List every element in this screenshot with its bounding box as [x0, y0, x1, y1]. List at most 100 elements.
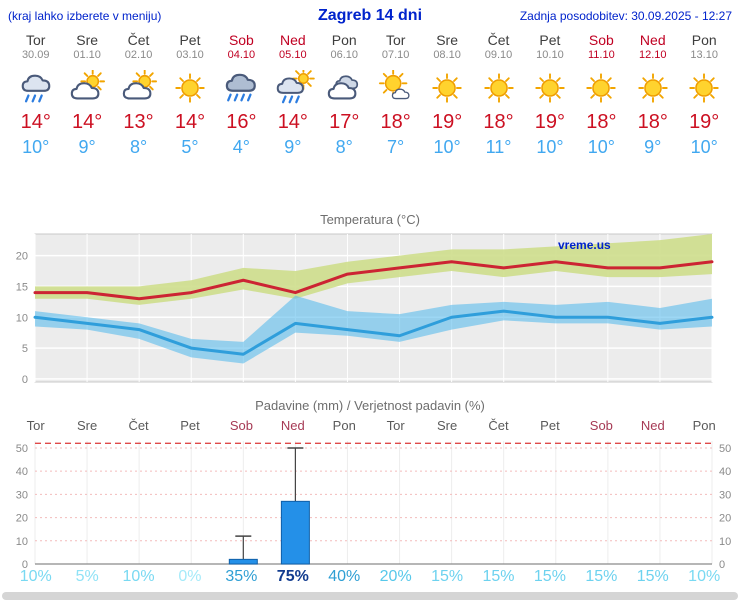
forecast-day: Sob 11.10 18° 10° — [576, 32, 627, 168]
temp-y-tick: 0 — [22, 374, 28, 386]
sunny-icon — [576, 70, 627, 108]
max-temp-line — [33, 260, 714, 301]
forecast-day: Sob 04.10 16° 4° — [216, 32, 267, 168]
day-name: Pon — [331, 32, 357, 48]
precip-probability: 40% — [328, 568, 361, 585]
precip-day-label: Ned — [640, 418, 665, 433]
precip-day-label: Pet — [180, 418, 200, 433]
day-date: 06.10 — [330, 49, 358, 61]
precip-y-tick-left: 50 — [16, 443, 28, 455]
precip-day-label: Čet — [488, 418, 509, 433]
day-name: Ned — [279, 32, 306, 48]
precip-day-label: Ned — [280, 418, 305, 433]
day-name: Čet — [127, 32, 150, 48]
header: (kraj lahko izberete v meniju) Zagreb 14… — [0, 0, 740, 26]
precip-day-label: Sob — [589, 418, 613, 433]
min-temp-band — [35, 295, 712, 364]
min-temperature: 5° — [181, 137, 199, 157]
day-date: 09.10 — [484, 49, 513, 61]
precip-probability: 15% — [636, 568, 669, 585]
temp-y-tick: 20 — [16, 251, 28, 263]
forecast-day: Pet 03.10 14° 5° — [164, 32, 215, 168]
precip-day-label: Sre — [436, 418, 458, 433]
max-temperature: 19° — [431, 111, 463, 133]
sunny-icon — [678, 70, 729, 108]
precip-probability: 10% — [122, 568, 155, 585]
page-title: Zagreb 14 dni — [317, 7, 423, 24]
precip-probability: 15% — [482, 568, 515, 585]
last-updated: Zadnja posodobitev: 30.09.2025 - 12:27 — [519, 9, 732, 23]
sun-shower-icon — [267, 67, 318, 108]
precip-y-tick-right: 30 — [719, 489, 731, 501]
day-date: 07.10 — [381, 49, 410, 61]
mostly-sunny-icon — [370, 69, 421, 108]
precip-probability: 20% — [379, 568, 412, 585]
min-temperature: 8° — [335, 137, 353, 157]
precip-y-tick-right: 40 — [719, 466, 731, 478]
max-temperature: 14° — [277, 111, 308, 133]
day-date: 12.10 — [639, 49, 667, 61]
precip-y-tick-left: 20 — [16, 513, 28, 525]
forecast-day: Čet 09.10 18° 11° — [473, 32, 524, 168]
max-temperature: 18° — [637, 111, 668, 133]
day-date: 05.10 — [279, 49, 307, 61]
sunny-icon — [421, 70, 472, 108]
day-name: Tor — [385, 32, 406, 48]
partly-cloudy-icon — [61, 69, 112, 108]
forecast-day: Pet 10.10 19° 10° — [524, 32, 575, 168]
precip-y-tick-left: 40 — [16, 466, 28, 478]
max-temperature: 19° — [689, 111, 720, 133]
precip-probability: 15% — [431, 568, 464, 585]
sunny-icon — [164, 70, 215, 108]
day-name: Ned — [639, 32, 666, 48]
temperature-chart: 0 5 10 15 20 vreme.us — [16, 233, 714, 386]
precip-day-label: Sob — [229, 418, 253, 433]
min-temperature: 10° — [587, 137, 615, 157]
max-temperature: 13° — [123, 111, 154, 133]
temp-y-tick: 5 — [22, 343, 28, 355]
heavy-rain-icon — [216, 70, 267, 108]
precip-day-label: Pon — [332, 418, 356, 433]
horizontal-scrollbar[interactable] — [2, 592, 738, 600]
precip-y-tick-right: 10 — [719, 536, 731, 548]
max-temperature: 16° — [226, 111, 257, 133]
day-date: 10.10 — [536, 49, 564, 61]
day-date: 13.10 — [690, 49, 718, 61]
forecast-day: Tor 30.09 14° 10° — [10, 32, 61, 168]
day-name: Čet — [487, 32, 510, 48]
min-temperature: 11° — [485, 137, 512, 157]
min-temp-line — [33, 309, 714, 356]
day-date: 04.10 — [227, 49, 256, 61]
cloudy-icon — [319, 70, 370, 108]
min-temperature: 9° — [284, 137, 302, 157]
forecast-day: Pon 06.10 17° 8° — [319, 32, 370, 168]
min-temperature: 8° — [129, 137, 148, 157]
precip-probability-row: 10% 5% 10% 0% 35% 75% 40% 20% 15% 15% 15% 15% 15% 10% — [0, 568, 740, 588]
sunny-icon — [627, 70, 678, 108]
precip-y-tick-left: 30 — [16, 489, 28, 501]
forecast-day: Ned 12.10 18° 9° — [627, 32, 678, 168]
day-date: 11.10 — [587, 49, 615, 61]
partly-cloudy-icon — [113, 69, 164, 108]
precip-day-label: Pon — [692, 418, 716, 433]
day-name: Sob — [228, 32, 254, 48]
watermark: vreme.us — [558, 238, 611, 252]
precip-day-label: Tor — [26, 418, 45, 433]
forecast-strip: Tor 30.09 14° 10° Sre 01.10 14° 9° Čet 02.10 13° 8°… — [0, 26, 740, 168]
min-temperature: 9° — [78, 137, 96, 157]
precipitation-chart: 0 0 10 10 20 20 30 30 40 40 50 50 — [16, 441, 731, 568]
max-temperature: 14° — [72, 111, 103, 133]
forecast-day: Ned 05.10 14° 9° — [267, 32, 318, 168]
max-temperature: 18° — [380, 111, 411, 133]
day-date: 01.10 — [73, 49, 101, 61]
forecast-day: Tor 07.10 18° 7° — [370, 32, 421, 168]
day-name: Pet — [539, 32, 561, 48]
day-name: Pet — [179, 32, 201, 48]
day-date: 30.09 — [21, 49, 50, 61]
precip-bar — [228, 558, 258, 565]
precip-probability: 5% — [75, 568, 99, 585]
max-temperature: 18° — [586, 111, 617, 133]
max-temp-band — [35, 234, 712, 305]
precip-probability: 75% — [276, 568, 309, 585]
